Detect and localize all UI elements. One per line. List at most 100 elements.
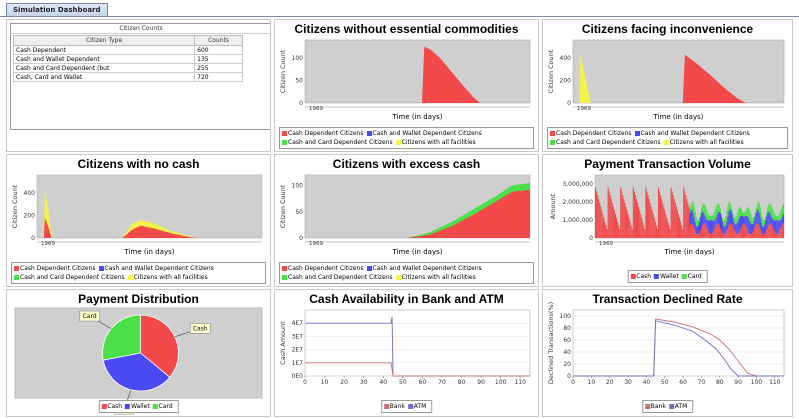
- count-cell: 135: [194, 54, 243, 64]
- cashavail-chart-svg: 0E0 1E7 2E7 3E7 4E7 Cash Amount 0 10 20 30 40 50 60 7…: [279, 309, 531, 386]
- column-header-citizen-type[interactable]: Citizen Type: [12, 35, 196, 46]
- bar-card: [712, 214, 714, 221]
- legend-item[interactable]: Cash Dependent Citizens: [14, 264, 96, 273]
- chart-title: Citizens without essential commodities: [294, 22, 519, 36]
- legend-item[interactable]: Wallet: [654, 272, 679, 281]
- legend-item[interactable]: Bank: [644, 402, 666, 411]
- bar-card: [756, 203, 758, 210]
- legend-item[interactable]: Cash and Wallet Dependent Citizens: [366, 264, 482, 273]
- line-series[interactable]: [573, 320, 784, 377]
- legend-item[interactable]: Cash and Card Dependent Citizens: [550, 138, 661, 147]
- chart-legend: Bank ATM: [380, 400, 433, 413]
- bar-cash: [608, 191, 610, 238]
- count-cell: 255: [194, 63, 243, 73]
- legend-item[interactable]: Wallet: [125, 402, 150, 411]
- bar-card: [695, 216, 697, 226]
- area-series[interactable]: [305, 189, 530, 238]
- bar-cash: [656, 229, 658, 238]
- legend-item[interactable]: Cash and Card Dependent Citizens: [14, 273, 125, 282]
- bar-wallet: [752, 223, 754, 232]
- bar-cash: [744, 223, 746, 238]
- legend-item[interactable]: Card: [152, 402, 173, 411]
- legend-item[interactable]: Citizens with all facilities: [395, 138, 476, 147]
- bar-cash: [746, 227, 748, 238]
- bar-cash: [669, 229, 671, 238]
- bar-wallet: [718, 211, 720, 226]
- legend-item[interactable]: Cash and Wallet Dependent Citizens: [98, 264, 214, 273]
- y-tick-label: 20: [563, 361, 571, 368]
- bar-cash: [761, 233, 763, 238]
- legend-item[interactable]: Citizens with all facilities: [395, 273, 476, 282]
- bar-cash: [707, 229, 709, 238]
- bar-card: [697, 220, 699, 226]
- legend-item[interactable]: Citizens with all facilities: [663, 138, 744, 147]
- legend-item[interactable]: Cash Dependent Citizens: [550, 129, 632, 138]
- bar-cash: [606, 229, 608, 238]
- legend-label: Citizens with all facilities: [401, 139, 476, 146]
- bar-wallet: [702, 211, 704, 226]
- bar-cash: [680, 221, 682, 238]
- bar-cash: [597, 195, 599, 238]
- legend-item[interactable]: Cash and Card Dependent Citizens: [282, 273, 393, 282]
- bar-cash: [743, 223, 745, 238]
- bar-card: [694, 211, 696, 222]
- legend-item[interactable]: Citizens with all facilities: [127, 273, 208, 282]
- bar-cash: [772, 227, 774, 238]
- essential-chart-panel: Citizens without essential commodities 0…: [274, 19, 539, 152]
- table-row[interactable]: Cash and Wallet Dependent 135: [12, 54, 243, 64]
- legend-item[interactable]: Cash: [630, 272, 651, 281]
- tab-simulation-dashboard[interactable]: Simulation Dashboard: [6, 3, 108, 17]
- legend-item[interactable]: Cash Dependent Citizens: [282, 264, 364, 273]
- x-tick-label: 40: [643, 379, 651, 386]
- bar-card: [715, 206, 717, 218]
- bar-cash: [781, 224, 783, 238]
- bar-cash: [689, 224, 691, 238]
- table-row[interactable]: Cash Dependent 600: [12, 45, 243, 55]
- y-tick-label: 50: [295, 209, 303, 216]
- legend-item[interactable]: Cash and Card Dependent Citizens: [282, 138, 393, 147]
- bar-card: [750, 213, 752, 224]
- bar-wallet: [711, 220, 713, 234]
- bar-cash: [647, 195, 649, 238]
- legend-swatch: [681, 274, 687, 279]
- x-tick-label: 80: [458, 379, 466, 386]
- bar-wallet: [695, 225, 697, 234]
- legend-item[interactable]: Bank: [383, 402, 405, 411]
- pie-slice-wallet[interactable]: [102, 352, 171, 392]
- bar-card: [721, 213, 723, 218]
- legend-item[interactable]: Cash and Wallet Dependent Citizens: [366, 129, 482, 138]
- legend-item[interactable]: ATM: [668, 402, 687, 411]
- legend-item[interactable]: Cash: [101, 402, 122, 411]
- bar-wallet: [708, 220, 710, 233]
- chart-title: Citizens with excess cash: [332, 157, 481, 171]
- column-header-counts[interactable]: Counts: [194, 35, 243, 46]
- legend-item[interactable]: Card: [681, 272, 702, 281]
- bar-card: [731, 209, 733, 214]
- pie-slice-card[interactable]: [102, 314, 141, 361]
- legend-item[interactable]: ATM: [407, 402, 426, 411]
- bar-cash: [645, 187, 647, 238]
- y-axis-label: Citizen Count: [279, 49, 287, 93]
- bar-cash: [670, 187, 672, 238]
- legend-label: Citizens with all facilities: [669, 139, 744, 146]
- x-tick-label: 50: [399, 379, 407, 386]
- legend-swatch: [125, 404, 131, 409]
- legend-item[interactable]: Cash Dependent Citizens: [282, 129, 364, 138]
- bar-cash: [679, 217, 681, 238]
- x-tick-label: 1969: [309, 106, 323, 112]
- table-row[interactable]: Cash, Card and Wallet 720: [12, 72, 243, 82]
- bar-card: [698, 217, 700, 222]
- legend-item[interactable]: Cash and Wallet Dependent Citizens: [634, 129, 750, 138]
- line-series[interactable]: [305, 362, 530, 377]
- pie-slice-cash[interactable]: [140, 314, 179, 378]
- area-series[interactable]: [37, 217, 262, 238]
- bar-card: [754, 212, 756, 217]
- legend-swatch: [127, 275, 133, 280]
- bar-cash: [604, 221, 606, 238]
- bar-cash: [620, 187, 622, 238]
- bar-card: [714, 209, 716, 220]
- table-row[interactable]: Cash and Card Dependent (but 255: [12, 63, 243, 73]
- bar-wallet: [735, 224, 737, 234]
- bar-wallet: [747, 216, 749, 231]
- legend-label: Cash and Wallet Dependent Citizens: [372, 265, 482, 272]
